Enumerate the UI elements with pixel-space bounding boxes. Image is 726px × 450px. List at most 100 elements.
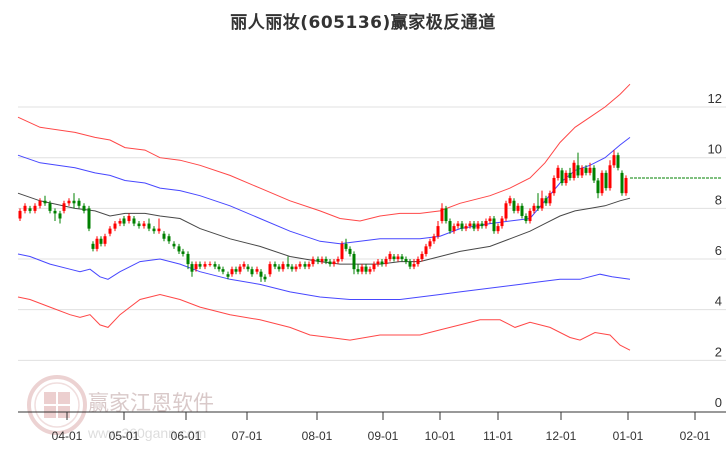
- candle: [508, 195, 512, 206]
- grid-lines: [18, 106, 726, 361]
- candle: [311, 256, 315, 267]
- candle: [263, 274, 267, 282]
- candle: [344, 238, 348, 252]
- candle: [82, 203, 86, 214]
- candle: [157, 218, 161, 234]
- candle: [528, 208, 532, 224]
- candle: [268, 261, 272, 277]
- candle: [408, 259, 412, 270]
- candle: [181, 248, 185, 257]
- candle: [324, 256, 328, 265]
- candle: [286, 256, 290, 270]
- chart-title: 丽人丽妆(605136)赢家极反通道: [230, 13, 496, 33]
- candle: [512, 198, 516, 214]
- candle: [226, 271, 230, 280]
- watermark-brand: 赢家江恩软件: [88, 391, 214, 415]
- x-tick-label: 04-01: [52, 429, 83, 443]
- x-tick-label: 02-01: [680, 429, 711, 443]
- candle: [384, 256, 388, 267]
- candle: [412, 259, 416, 270]
- candle: [612, 150, 616, 168]
- candle: [95, 236, 99, 252]
- candle: [294, 264, 298, 272]
- candle: [416, 256, 420, 267]
- candle: [544, 195, 548, 206]
- candle: [127, 213, 131, 224]
- candle: [303, 261, 307, 270]
- x-tick-label: 08-01: [302, 429, 333, 443]
- candle: [516, 203, 520, 214]
- candle: [152, 226, 156, 234]
- x-tick-label: 01-01: [613, 429, 644, 443]
- x-tick-label: 10-01: [425, 429, 456, 443]
- candle: [604, 170, 608, 191]
- candle: [316, 256, 320, 265]
- candle: [167, 233, 171, 244]
- candle: [420, 251, 424, 262]
- candle: [328, 259, 332, 267]
- candle: [480, 221, 484, 229]
- y-tick-label: 4: [715, 294, 722, 309]
- candle: [428, 238, 432, 249]
- y-tick-label: 2: [715, 344, 722, 359]
- candle: [588, 162, 592, 176]
- candle: [460, 221, 464, 232]
- candle: [360, 264, 364, 275]
- candle: [137, 221, 141, 229]
- candle: [307, 261, 311, 270]
- candle: [552, 175, 556, 196]
- candle: [520, 203, 524, 219]
- y-tick-label: 12: [708, 91, 722, 106]
- candle: [432, 233, 436, 244]
- watermark-seal-icon: [27, 375, 87, 435]
- candle: [142, 221, 146, 229]
- candle: [198, 261, 202, 270]
- candle: [348, 246, 352, 257]
- candle: [58, 210, 62, 224]
- candle: [53, 208, 57, 222]
- candle: [162, 231, 166, 242]
- candle: [580, 165, 584, 178]
- candle: [468, 221, 472, 229]
- candle: [259, 269, 263, 282]
- candle: [281, 261, 285, 272]
- x-tick-label: 06-01: [171, 429, 202, 443]
- candle: [472, 221, 476, 232]
- candle: [352, 251, 356, 275]
- candle: [273, 261, 277, 270]
- upper-inner-band: [17, 137, 631, 245]
- candle: [99, 236, 103, 247]
- candle: [340, 241, 344, 262]
- candle: [620, 170, 624, 196]
- candle: [496, 223, 500, 234]
- candle: [77, 198, 81, 209]
- x-axis: 04-01 05-01 06-01 07-01 08-01 09-01 10-01 11-01…: [18, 411, 726, 443]
- candle: [242, 261, 246, 270]
- candle: [255, 266, 259, 275]
- candle: [568, 167, 572, 181]
- y-tick-label: 6: [715, 243, 722, 258]
- candle: [444, 205, 448, 224]
- lower-inner-band: [17, 253, 631, 300]
- candle: [500, 215, 504, 229]
- candle: [368, 266, 372, 275]
- candle: [556, 165, 560, 181]
- candle: [608, 160, 612, 191]
- candle: [277, 264, 281, 272]
- candle: [186, 251, 190, 270]
- candle: [234, 266, 238, 275]
- candle: [194, 261, 198, 272]
- candle: [43, 195, 47, 206]
- candle: [616, 152, 620, 171]
- candle: [464, 223, 468, 232]
- x-tick-label: 05-01: [109, 429, 140, 443]
- candle: [376, 259, 380, 267]
- candle: [108, 226, 112, 237]
- candle: [540, 190, 544, 211]
- candle: [624, 175, 628, 196]
- candle: [364, 264, 368, 275]
- candle: [250, 266, 254, 277]
- candle: [336, 256, 340, 265]
- candle: [400, 253, 404, 262]
